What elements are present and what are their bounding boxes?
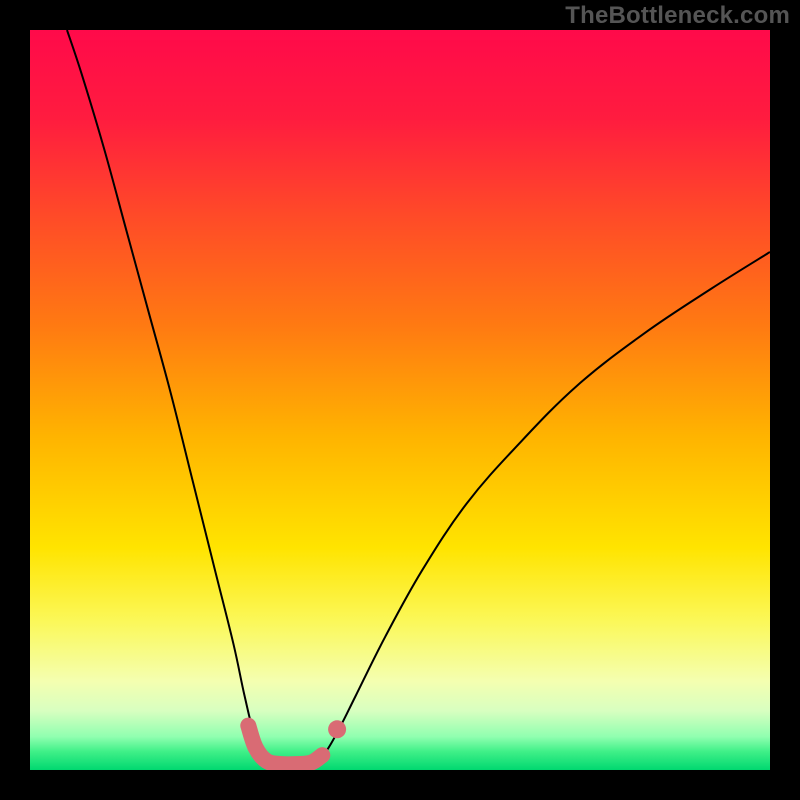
gradient-background (30, 30, 770, 770)
chart-frame: TheBottleneck.com (0, 0, 800, 800)
watermark-label: TheBottleneck.com (565, 2, 790, 30)
highlight-end-marker (328, 720, 346, 738)
bottleneck-chart (0, 0, 800, 800)
